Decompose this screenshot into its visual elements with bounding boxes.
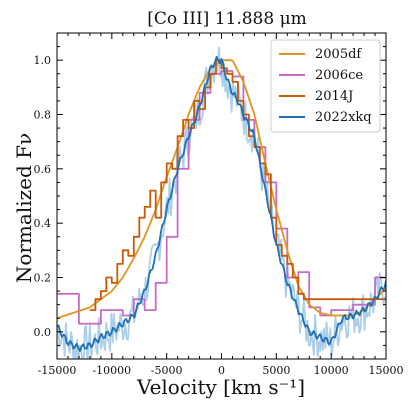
legend-label: 2005df xyxy=(315,47,362,62)
x-tick-label: -5000 xyxy=(151,364,183,377)
plot-area xyxy=(57,46,386,359)
y-tick-label: 0.4 xyxy=(34,217,52,230)
x-tick-label: 0 xyxy=(218,364,225,377)
y-tick-label: 0.6 xyxy=(34,163,52,176)
x-tick-label: -10000 xyxy=(92,364,131,377)
x-tick-label: -15000 xyxy=(38,364,77,377)
legend: 2005df 2006ce 2014J 2022xkq xyxy=(270,39,381,133)
x-tick-label: 5000 xyxy=(262,364,290,377)
x-tick-label: 15000 xyxy=(369,364,404,377)
x-axis-label: Velocity [km s⁻¹] xyxy=(136,375,305,399)
axis-ticks: -15000 -10000 -5000 0 5000 10000 15000 0.0 0.2 0.… xyxy=(34,33,404,377)
series-line-2022xkq xyxy=(57,56,386,352)
y-tick-label: 1.0 xyxy=(34,54,52,67)
plot-frame xyxy=(56,32,387,360)
legend-label: 2006ce xyxy=(315,68,363,83)
y-tick-label: 0.0 xyxy=(34,326,52,339)
y-axis-label: Normalized Fν xyxy=(12,133,36,283)
y-tick-label: 0.2 xyxy=(34,272,52,285)
legend-box xyxy=(270,39,381,133)
y-tick-label: 0.8 xyxy=(34,109,52,122)
legend-label: 2014J xyxy=(315,89,353,104)
chart-title: [Co III] 11.888 μm xyxy=(147,9,307,29)
x-tick-label: 10000 xyxy=(314,364,349,377)
legend-label: 2022xkq xyxy=(315,110,372,125)
